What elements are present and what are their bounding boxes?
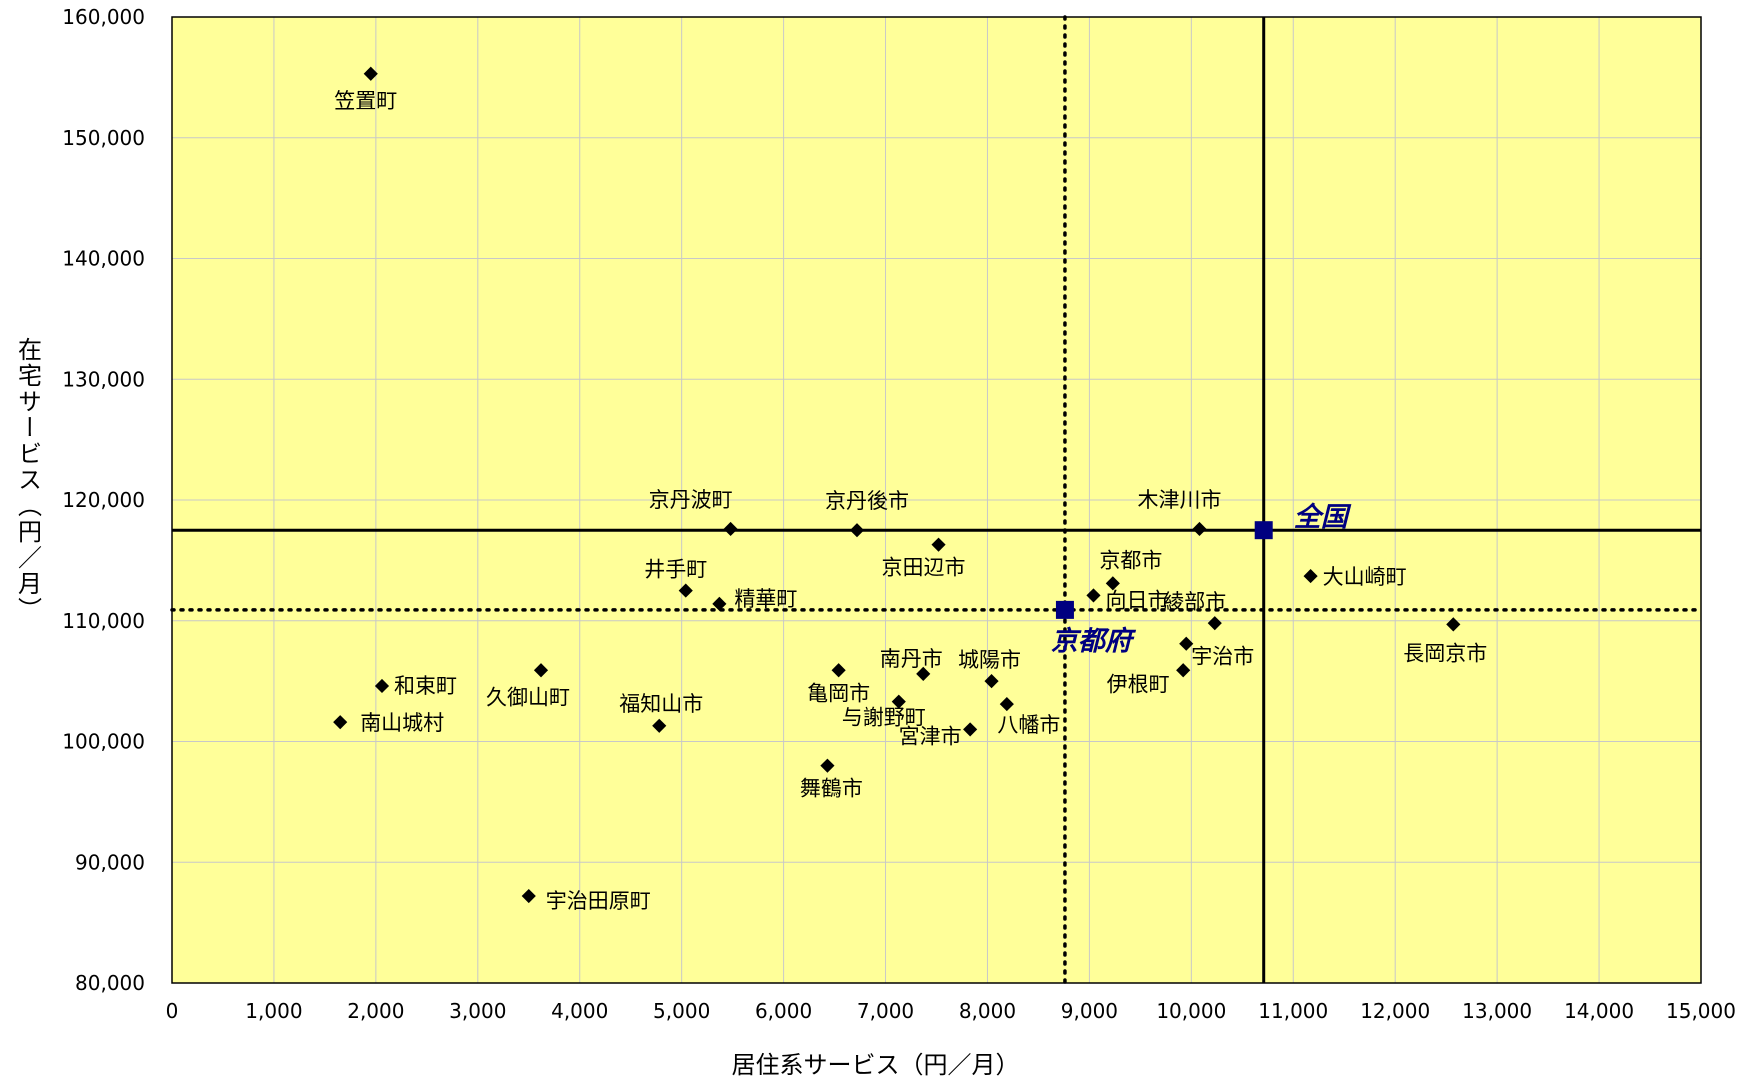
x-tick-label: 2,000 (347, 999, 404, 1023)
y-tick-label: 90,000 (75, 850, 145, 874)
point-label: 城陽市 (958, 648, 1021, 672)
point-label: 舞鶴市 (800, 777, 863, 801)
data-point (1105, 576, 1120, 591)
reference-label: 全国 (1294, 502, 1352, 533)
data-point (678, 583, 693, 598)
data-point (931, 537, 946, 552)
x-tick-label: 11,000 (1258, 999, 1328, 1023)
point-label: 福知山市 (619, 692, 703, 716)
reference-point (1055, 600, 1074, 619)
y-tick-label: 140,000 (62, 247, 145, 271)
point-label: 精華町 (734, 587, 797, 611)
y-tick-label: 160,000 (62, 5, 145, 29)
data-point (712, 596, 727, 611)
x-tick-label: 1,000 (245, 999, 302, 1023)
y-tick-label: 100,000 (62, 730, 145, 754)
x-tick-label: 10,000 (1156, 999, 1226, 1023)
y-axis-title: 在宅サービス（円／月） (13, 337, 42, 623)
point-label: 笠置町 (334, 89, 397, 113)
point-label: 宮津市 (899, 724, 962, 748)
data-point (831, 663, 846, 678)
y-tick-label: 80,000 (75, 971, 145, 995)
point-label: 木津川市 (1137, 488, 1221, 512)
data-point (1176, 663, 1191, 678)
point-label: 向日市 (1105, 588, 1168, 612)
point-label: 亀岡市 (807, 681, 870, 705)
x-tick-label: 0 (166, 999, 179, 1023)
point-label: 綾部市 (1163, 590, 1226, 614)
data-point (963, 722, 978, 737)
x-axis-title: 居住系サービス（円／月） (731, 1051, 1020, 1079)
point-label: 伊根町 (1107, 672, 1170, 696)
point-label: 長岡京市 (1403, 641, 1487, 665)
data-point (1179, 636, 1194, 651)
data-point (363, 66, 378, 81)
x-tick-label: 12,000 (1360, 999, 1430, 1023)
x-tick-label: 5,000 (653, 999, 710, 1023)
point-label: 大山崎町 (1323, 565, 1407, 589)
y-axis-title-wrap: 在宅サービス（円／月） (8, 300, 48, 660)
data-point (1207, 616, 1222, 631)
point-label: 京丹後市 (825, 489, 909, 513)
data-point (820, 758, 835, 773)
point-label: 京田辺市 (882, 556, 966, 580)
point-label: 宇治田原町 (546, 889, 651, 913)
point-label: 久御山町 (486, 685, 570, 709)
point-label: 八幡市 (997, 713, 1060, 737)
x-tick-label: 8,000 (959, 999, 1016, 1023)
point-label: 宇治市 (1191, 645, 1254, 669)
plot-border (171, 16, 1702, 984)
y-tick-label: 120,000 (62, 488, 145, 512)
y-tick-label: 130,000 (62, 367, 145, 391)
y-tick-label: 150,000 (62, 126, 145, 150)
point-label: 和束町 (394, 674, 457, 698)
data-point (1086, 588, 1101, 603)
reference-label: 京都府 (1051, 626, 1137, 657)
x-tick-label: 6,000 (755, 999, 812, 1023)
point-label: 京丹波町 (649, 488, 733, 512)
point-label: 南山城村 (360, 711, 444, 735)
data-point (1446, 617, 1461, 632)
data-point (999, 696, 1014, 712)
point-label: 井手町 (644, 558, 707, 582)
x-tick-label: 14,000 (1564, 999, 1634, 1023)
data-point (1192, 521, 1207, 537)
data-point (891, 694, 906, 709)
x-tick-label: 9,000 (1061, 999, 1118, 1023)
data-point (916, 666, 931, 681)
reference-point (1254, 521, 1273, 540)
x-tick-label: 4,000 (551, 999, 608, 1023)
data-point (533, 663, 549, 678)
point-label: 与謝野町 (842, 706, 926, 730)
x-tick-label: 3,000 (449, 999, 506, 1023)
data-point (652, 718, 667, 733)
data-point (374, 678, 390, 694)
data-point (521, 888, 536, 904)
data-point (723, 521, 738, 537)
point-label: 京都市 (1099, 548, 1162, 572)
data-point (849, 523, 865, 538)
y-tick-label: 110,000 (62, 609, 145, 633)
point-label: 南丹市 (880, 647, 943, 671)
data-point (984, 674, 999, 689)
x-tick-label: 13,000 (1462, 999, 1532, 1023)
data-point (1303, 569, 1318, 584)
x-tick-label: 15,000 (1666, 999, 1736, 1023)
data-point (333, 715, 348, 730)
x-tick-label: 7,000 (857, 999, 914, 1023)
